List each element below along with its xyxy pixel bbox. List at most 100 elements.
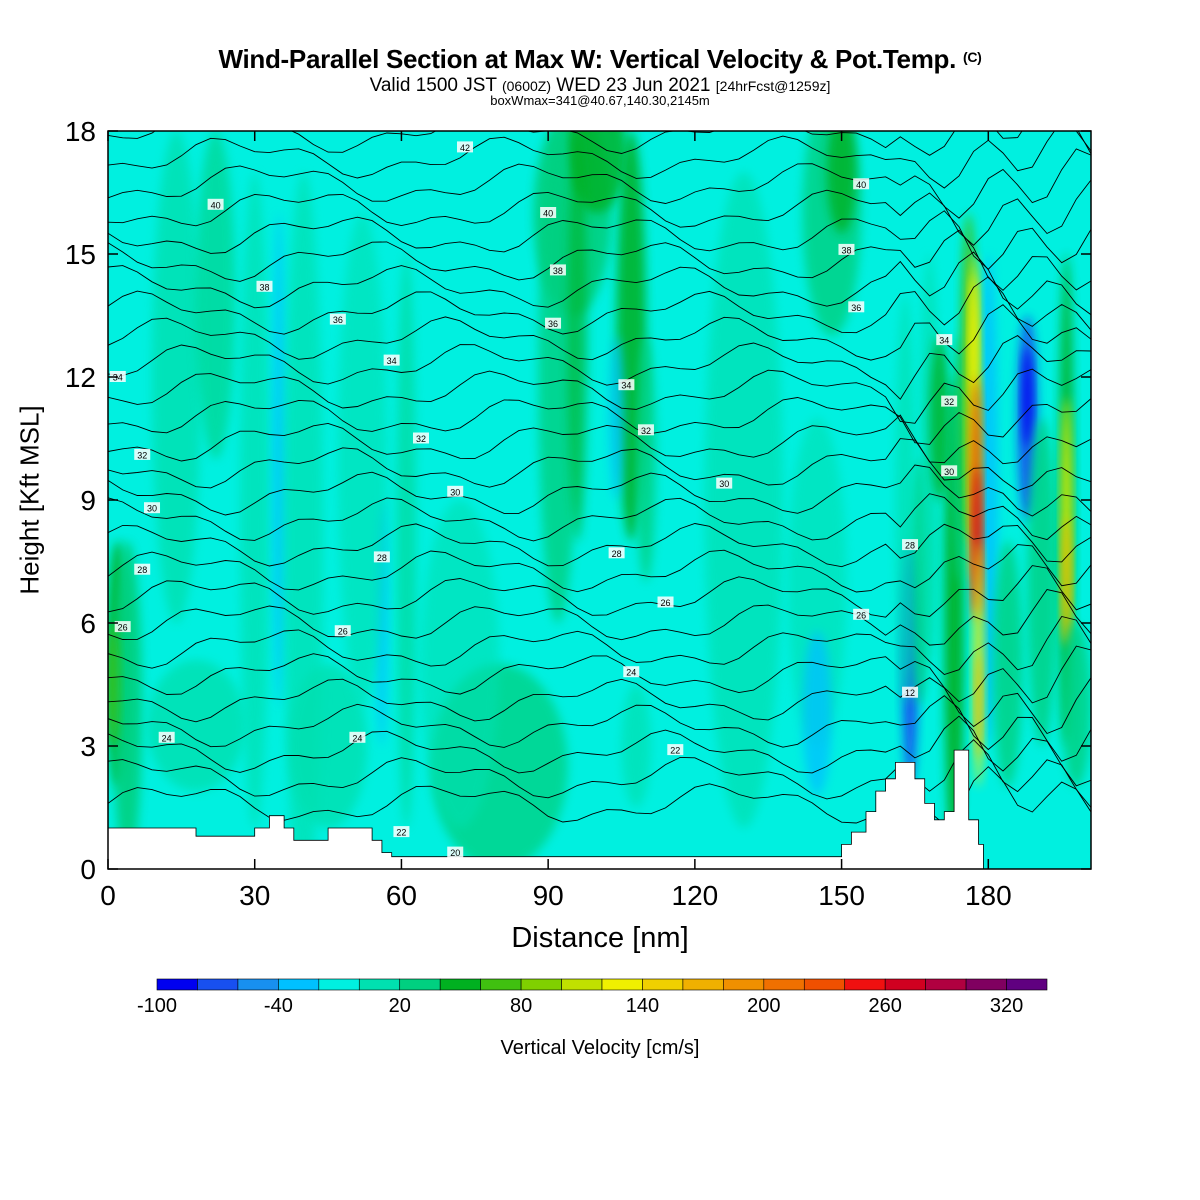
contour-label: 34 [618, 379, 635, 391]
velocity-region [636, 336, 656, 582]
velocity-region [1062, 516, 1071, 648]
colorbar-swatch [723, 978, 765, 991]
contour-label-text: 30 [944, 467, 954, 477]
contour-label-bg [158, 731, 175, 743]
contour-label: 30 [447, 485, 464, 497]
contour-label-bg [256, 280, 273, 292]
velocity-region [969, 274, 978, 398]
contour-label-text: 30 [719, 479, 729, 489]
contour-label-text: 32 [137, 450, 147, 460]
theta-contour-line [108, 179, 1091, 246]
contour-label: 24 [623, 666, 640, 678]
contour-label-text: 30 [147, 504, 157, 514]
y-tick-label: 18 [65, 116, 96, 147]
contour-label-bg [657, 596, 674, 608]
contour-label-bg [373, 551, 390, 563]
contour-label-bg [329, 313, 346, 325]
chart-title: Wind-Parallel Section at Max W: Vertical… [0, 44, 1200, 75]
colorbar-tick-label: 260 [868, 995, 901, 1017]
contour-label-text: 32 [641, 426, 651, 436]
contour-label-bg [540, 207, 557, 218]
valid-date: WED 23 Jun 2021 [556, 75, 711, 96]
colorbar-tick-label: -100 [137, 995, 177, 1017]
contour-label-text: 32 [944, 397, 954, 407]
theta-contour-line [108, 493, 1091, 542]
contour-label-bg [393, 826, 410, 838]
contour-label-text: 28 [377, 553, 387, 563]
contour-label-text: 36 [851, 303, 861, 313]
velocity-region [621, 684, 651, 808]
velocity-region [147, 659, 245, 792]
contour-label: 30 [716, 477, 733, 489]
contour-label-text: 22 [396, 828, 406, 838]
theta-contour-line [108, 645, 1091, 704]
contour-label-text: 26 [118, 623, 128, 633]
theta-contour-line [108, 397, 1091, 445]
theta-contour-line [108, 335, 1091, 400]
contour-label-bg [334, 625, 351, 637]
theta-contour-line [108, 715, 1091, 787]
contour-label: 12 [902, 686, 919, 698]
theta-contour-line [108, 464, 1091, 517]
theta-contours [108, 131, 1091, 825]
contour-label: 22 [667, 744, 684, 756]
contour-label-text: 26 [338, 627, 348, 637]
velocity-region [1061, 623, 1091, 787]
colorbar-tick-label: 320 [990, 995, 1023, 1017]
x-tick-label: 30 [239, 880, 270, 911]
velocity-region [272, 213, 286, 705]
contour-label-text: 12 [905, 688, 915, 698]
contour-label-bg [853, 178, 870, 190]
chart-subtitle-boxinfo: boxWmax=341@40.67,140.30,2145m [490, 93, 710, 108]
contour-label-bg [114, 621, 131, 633]
contour-label-bg [838, 243, 855, 255]
contour-label-text: 36 [548, 319, 558, 329]
contour-label-text: 38 [259, 282, 269, 292]
contour-label: 26 [853, 608, 870, 620]
contour-label: 24 [349, 731, 366, 743]
contour-label-text: 28 [905, 541, 915, 551]
velocity-region [609, 336, 624, 500]
colorbar-swatch [803, 978, 846, 991]
theta-contour-line [108, 677, 1091, 735]
theta-contour-line [108, 368, 1091, 424]
velocity-region [240, 172, 270, 828]
velocity-region [929, 336, 950, 500]
contour-label-bg [207, 198, 224, 210]
forecast-info: [24hrFcst@1259z] [715, 78, 831, 94]
y-tick-label: 12 [65, 362, 96, 393]
contour-label-bg [902, 539, 919, 551]
colorbar-swatch [480, 978, 522, 991]
contour-label-text: 20 [450, 848, 460, 858]
contour-labels: 4240404038383836363634343434323232323030… [109, 141, 958, 858]
theta-contour-line [108, 523, 1091, 568]
contour-label: 32 [941, 395, 958, 407]
velocity-region [337, 213, 387, 705]
contour-label-bg [545, 317, 562, 329]
contour-label-text: 42 [460, 143, 470, 153]
colorbar-tick-label: 140 [626, 995, 659, 1017]
contour-label-text: 38 [553, 266, 563, 276]
contour-label-bg [549, 264, 566, 276]
contour-label: 28 [373, 551, 390, 563]
colorbar-swatch [399, 978, 441, 991]
contour-label-text: 24 [352, 733, 362, 743]
velocity-region [152, 131, 201, 623]
velocity-region [108, 623, 119, 746]
velocity-region [787, 418, 847, 746]
contour-label-bg [941, 395, 958, 407]
contour-label: 36 [545, 317, 562, 329]
contour-label-bg [412, 432, 429, 444]
contour-label: 30 [941, 465, 958, 477]
colorbar-swatch [318, 978, 360, 991]
contour-label-bg [447, 485, 464, 497]
contour-label: 38 [838, 243, 855, 255]
contour-label-text: 28 [612, 549, 622, 559]
x-tick-label: 90 [533, 880, 564, 911]
contour-label-bg [853, 608, 870, 620]
contour-label: 32 [412, 432, 429, 444]
contour-label: 36 [848, 301, 865, 313]
contour-label-bg [349, 731, 366, 743]
velocity-region [196, 131, 236, 459]
